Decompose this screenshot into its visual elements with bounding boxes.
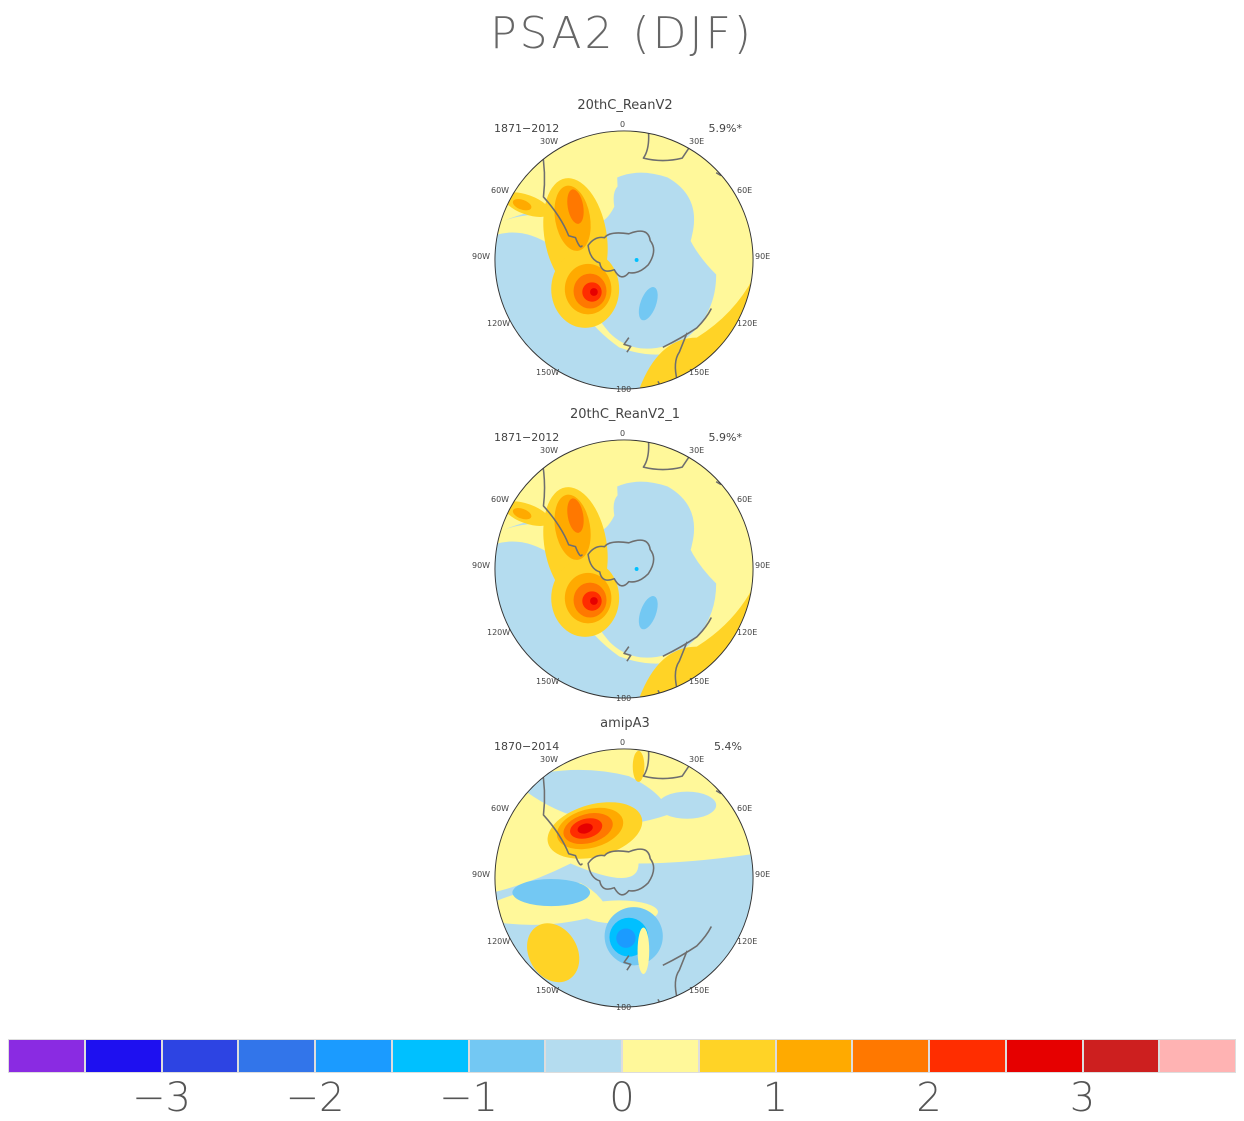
colorbar-swatch	[391, 1039, 469, 1073]
colorbar-swatch	[238, 1039, 315, 1073]
longitude-label: 60E	[737, 804, 753, 813]
longitude-label: 90E	[755, 561, 771, 570]
longitude-label: 150W	[536, 677, 560, 686]
longitude-label: 180	[616, 694, 632, 703]
colorbar-tick-label: −2	[285, 1075, 345, 1121]
longitude-label: 30W	[540, 755, 559, 764]
longitude-label: 180	[616, 1003, 632, 1012]
longitude-label: 90W	[472, 870, 491, 879]
longitude-label: 150E	[689, 368, 710, 377]
colorbar-swatch	[698, 1039, 776, 1073]
longitude-label: 150W	[536, 368, 560, 377]
longitude-label: 120E	[737, 937, 758, 946]
colorbar-swatch	[161, 1039, 239, 1073]
colorbar-swatch	[545, 1039, 622, 1073]
colorbar-tick-label: 1	[762, 1075, 789, 1121]
colorbar-tick-label: 0	[609, 1075, 635, 1121]
panel-title: 20thC_ReanV2_1	[569, 407, 681, 422]
longitude-label: 90W	[472, 561, 491, 570]
panel-period: 1871−2012	[494, 122, 560, 135]
panel-variance: 5.4%	[714, 740, 742, 753]
longitude-label: 120W	[487, 937, 511, 946]
longitude-label: 30W	[540, 446, 559, 455]
colorbar-swatch	[1005, 1039, 1083, 1073]
longitude-label: 0	[620, 429, 626, 438]
colorbar-swatch	[468, 1039, 546, 1073]
longitude-label: 120W	[487, 319, 511, 328]
panel-variance: 5.9%*	[708, 431, 742, 444]
colorbar-tick-label: −3	[132, 1075, 191, 1121]
longitude-label: 60W	[491, 804, 510, 813]
longitude-label: 120W	[487, 628, 511, 637]
longitude-label: 30E	[689, 446, 705, 455]
colorbar-swatch	[8, 1039, 85, 1073]
longitude-label: 30E	[689, 755, 705, 764]
longitude-label: 90W	[472, 252, 491, 261]
colorbar-swatch	[775, 1039, 853, 1073]
panel-variance: 5.9%*	[708, 122, 742, 135]
longitude-label: 150E	[689, 986, 710, 995]
panel-period: 1871−2012	[494, 431, 560, 444]
colorbar-swatch	[852, 1039, 929, 1073]
colorbar-swatch	[84, 1039, 162, 1073]
longitude-label: 150W	[536, 986, 560, 995]
colorbar-tick-label: 3	[1069, 1075, 1096, 1121]
panel-period: 1870−2014	[494, 740, 560, 753]
colorbar-swatch	[315, 1039, 392, 1073]
colorbar-tick-label: 2	[916, 1075, 942, 1121]
map-panel: 20thC_ReanV2 1871−2012 5.9%* 0 180 30W 30E 60W…	[472, 98, 771, 398]
longitude-label: 90E	[755, 870, 771, 879]
map-panel: amipA3 1870−2014 5.4% 0 180 30W 30E 60W 60E 90W 9…	[472, 716, 771, 1016]
figure-title: PSA2 (DJF)	[490, 8, 754, 59]
longitude-label: 60E	[737, 495, 753, 504]
colorbar	[8, 1039, 1236, 1073]
longitude-label: 60W	[491, 186, 510, 195]
polar-map	[493, 438, 755, 704]
longitude-label: 0	[620, 738, 626, 747]
map-panel: 20thC_ReanV2_1 1871−2012 5.9%* 0 180 30W 30E 6…	[472, 407, 771, 707]
longitude-label: 120E	[737, 319, 758, 328]
colorbar-swatch	[929, 1039, 1006, 1073]
longitude-label: 30W	[540, 137, 559, 146]
longitude-label: 60W	[491, 495, 510, 504]
longitude-label: 150E	[689, 677, 710, 686]
longitude-label: 0	[620, 120, 626, 129]
longitude-label: 30E	[689, 137, 705, 146]
polar-map	[493, 129, 755, 395]
colorbar-swatch	[622, 1039, 699, 1073]
colorbar-swatch	[1082, 1039, 1160, 1073]
panel-title: 20thC_ReanV2	[577, 98, 673, 113]
longitude-label: 60E	[737, 186, 753, 195]
longitude-label: 90E	[755, 252, 771, 261]
longitude-label: 180	[616, 385, 632, 394]
longitude-label: 120E	[737, 628, 758, 637]
panel-title: amipA3	[600, 716, 650, 731]
colorbar-swatch	[1159, 1039, 1236, 1073]
colorbar-tick-label: −1	[439, 1075, 498, 1121]
polar-map	[493, 747, 755, 1013]
